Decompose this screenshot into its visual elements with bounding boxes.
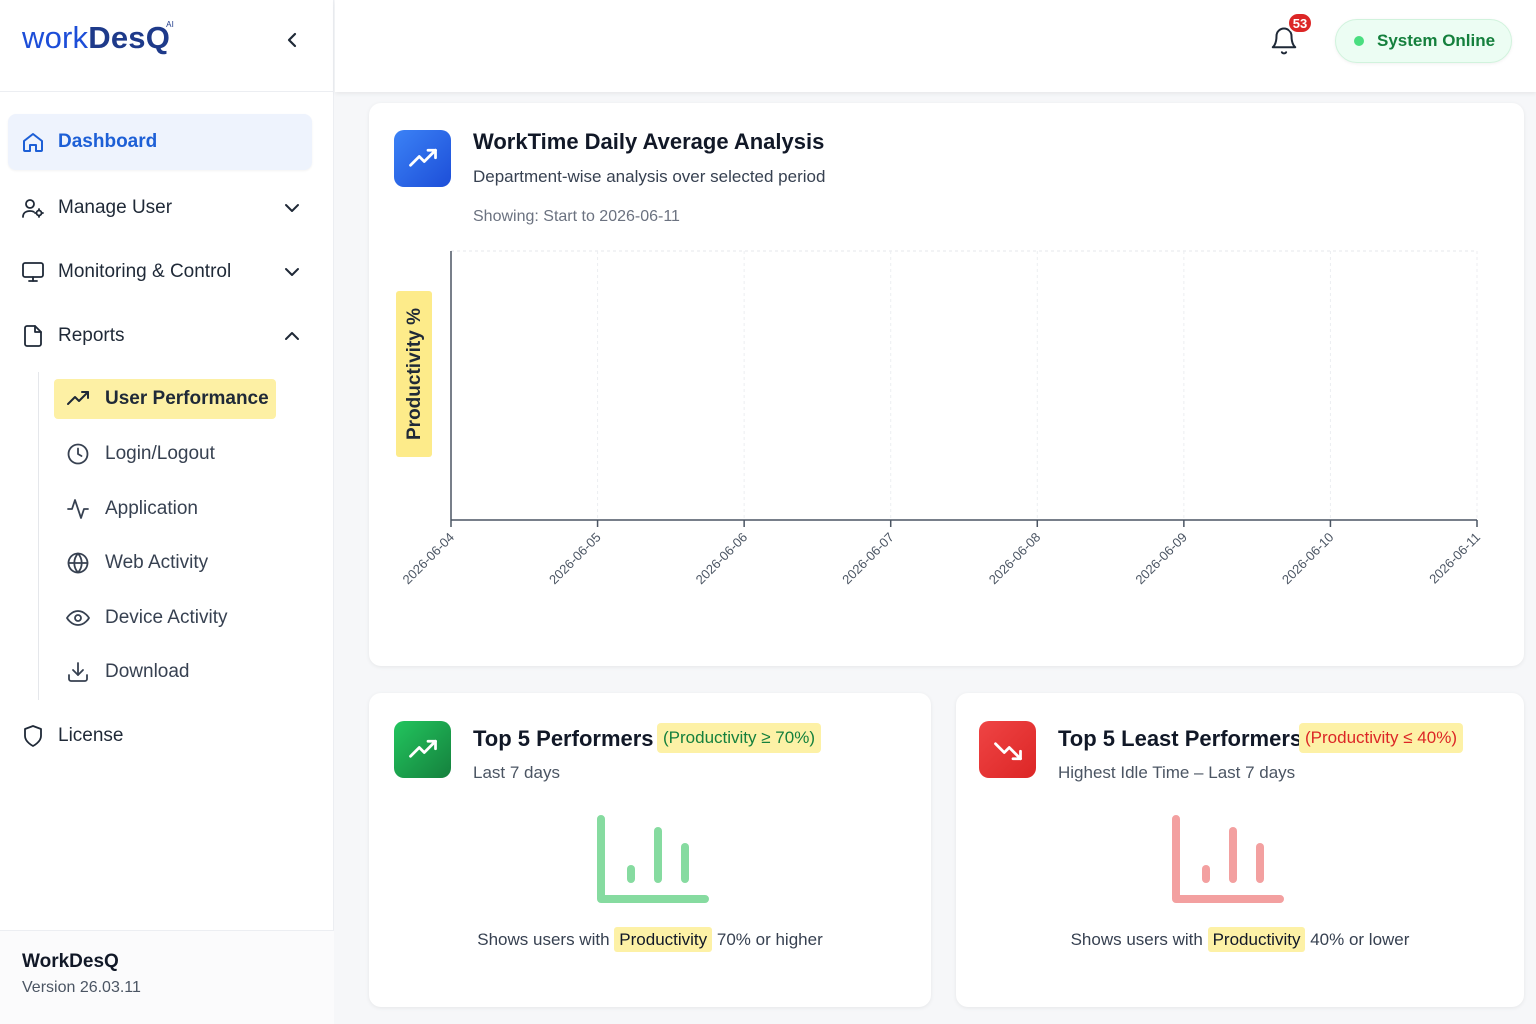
trending-up-icon <box>408 739 437 758</box>
submenu-divider <box>38 372 39 700</box>
sidebar-subitem-application[interactable]: Application <box>54 489 198 529</box>
top-bar: 53 System Online <box>335 0 1536 92</box>
top-performers-card: Top 5 Performers (Productivity ≥ 70%) La… <box>369 693 931 1007</box>
user-settings-icon <box>20 195 46 221</box>
analysis-title: WorkTime Daily Average Analysis <box>473 129 825 154</box>
notification-count-badge: 53 <box>1287 12 1313 34</box>
app-version: Version 26.03.11 <box>22 979 141 996</box>
sidebar-item-dashboard[interactable]: Dashboard <box>8 114 312 170</box>
productivity-chart: 2026-06-04 2026-06-05 2026-06-06 2026-06-07… <box>399 250 1483 588</box>
sidebar-item-manage-user[interactable]: Manage User <box>8 180 312 236</box>
notifications-button[interactable] <box>1269 26 1299 56</box>
sidebar: workDesQ AI Dashboard Manage User <box>0 0 334 1024</box>
status-label: System Online <box>1377 31 1496 50</box>
brand-header: workDesQ AI <box>0 0 333 92</box>
analysis-date-range: Showing: Start to 2026-06-11 <box>473 208 680 225</box>
sidebar-subitem-web-activity[interactable]: Web Activity <box>54 543 208 583</box>
y-axis-label-box <box>396 291 432 457</box>
clock-icon <box>66 442 90 466</box>
collapse-sidebar-button[interactable] <box>280 28 304 52</box>
x-tick-label: 2026-06-09 <box>1132 530 1190 588</box>
bell-icon <box>1271 27 1297 55</box>
sidebar-item-label: Manage User <box>58 197 173 218</box>
home-icon <box>20 129 46 155</box>
bar-chart-icon <box>595 813 711 910</box>
x-tick-label: 2026-06-04 <box>399 530 457 588</box>
chevron-down-icon <box>280 260 304 284</box>
bar-chart-icon <box>1170 813 1286 910</box>
analysis-subtitle: Department-wise analysis over selected p… <box>473 167 826 186</box>
least-performers-title: Top 5 Least Performers <box>1058 726 1303 751</box>
sidebar-item-label: Reports <box>58 325 125 346</box>
trending-up-icon <box>66 387 90 411</box>
sidebar-footer: WorkDesQ Version 26.03.11 <box>0 930 334 1024</box>
x-tick-label: 2026-06-08 <box>986 530 1044 588</box>
eye-icon <box>66 606 90 630</box>
sidebar-subitem-user-performance[interactable]: User Performance <box>54 379 276 419</box>
chevron-down-icon <box>280 196 304 220</box>
x-tick-label: 2026-06-11 <box>1426 530 1483 587</box>
subitem-label: Login/Logout <box>105 443 215 464</box>
app-name: WorkDesQ <box>22 951 119 972</box>
x-tick-label: 2026-06-07 <box>839 530 897 588</box>
sidebar-item-label: License <box>58 725 124 746</box>
chevron-left-icon <box>287 32 297 48</box>
least-performers-period: Highest Idle Time – Last 7 days <box>1058 763 1296 782</box>
least-performers-threshold: (Productivity ≤ 40%) <box>1299 723 1463 753</box>
sidebar-item-license[interactable]: License <box>8 708 312 764</box>
top-performers-caption: Shows users with Productivity 70% or hig… <box>369 927 931 952</box>
shield-icon <box>20 723 46 749</box>
top-performers-title: Top 5 Performers <box>473 726 654 751</box>
activity-icon <box>66 497 90 521</box>
subitem-label: Web Activity <box>105 552 209 573</box>
sidebar-item-monitoring[interactable]: Monitoring & Control <box>8 244 312 300</box>
x-tick-label: 2026-06-06 <box>693 530 751 588</box>
top-performers-tile <box>394 721 451 778</box>
sidebar-item-reports[interactable]: Reports <box>8 308 312 364</box>
least-performers-card: Top 5 Least Performers (Productivity ≤ 4… <box>956 693 1524 1007</box>
analysis-tile <box>394 130 451 187</box>
x-tick-label: 2026-06-10 <box>1279 530 1337 588</box>
sidebar-subitem-device-activity[interactable]: Device Activity <box>54 598 227 638</box>
status-dot <box>1354 36 1364 46</box>
monitor-icon <box>20 259 46 285</box>
sidebar-subitem-login-logout[interactable]: Login/Logout <box>54 434 215 474</box>
system-status-badge: System Online <box>1335 19 1512 63</box>
least-performers-caption: Shows users with Productivity 40% or low… <box>956 927 1524 952</box>
chevron-up-icon <box>280 324 304 348</box>
subitem-label: User Performance <box>105 388 269 409</box>
subitem-label: Application <box>105 498 198 519</box>
top-performers-period: Last 7 days <box>473 763 560 782</box>
trending-down-icon <box>993 741 1022 760</box>
download-icon <box>66 660 90 684</box>
subitem-label: Device Activity <box>105 607 228 628</box>
sidebar-item-label: Monitoring & Control <box>58 261 232 282</box>
trending-up-icon <box>408 148 437 167</box>
globe-icon <box>66 551 90 575</box>
sidebar-subitem-download[interactable]: Download <box>54 652 190 692</box>
top-performers-threshold: (Productivity ≥ 70%) <box>657 723 821 753</box>
file-icon <box>20 323 46 349</box>
subitem-label: Download <box>105 661 190 682</box>
worktime-analysis-card: WorkTime Daily Average Analysis Departme… <box>369 103 1524 666</box>
sidebar-item-label: Dashboard <box>58 131 158 152</box>
x-tick-label: 2026-06-05 <box>546 530 604 588</box>
least-performers-tile <box>979 721 1036 778</box>
app-logo[interactable]: workDesQ AI <box>22 20 175 55</box>
